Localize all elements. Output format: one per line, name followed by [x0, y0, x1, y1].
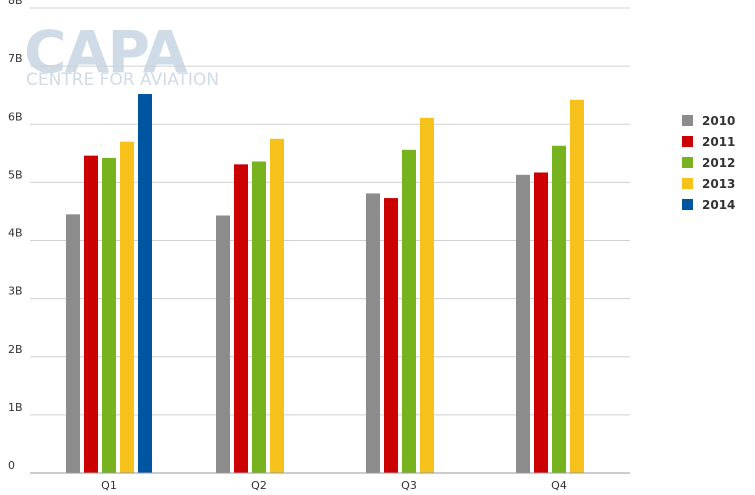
x-tick-label: Q2	[251, 479, 267, 492]
watermark-brand: CAPA	[24, 18, 188, 86]
y-tick-label: 8B	[8, 0, 23, 7]
bar-2011-Q1	[84, 155, 98, 473]
bar-2012-Q4	[552, 145, 566, 473]
y-tick-label: 2B	[8, 343, 23, 356]
bar-2012-Q2	[252, 161, 266, 473]
bar-2014-Q1	[138, 94, 152, 474]
legend-swatch-2013	[682, 178, 693, 189]
bar-2013-Q3	[420, 117, 434, 473]
y-tick-label: 3B	[8, 285, 23, 298]
y-axis: 0 1B 2B 3B 4B 5B 6B 7B 8B	[8, 0, 23, 472]
bar-2013-Q1	[120, 141, 134, 473]
legend-swatch-2014	[682, 199, 693, 210]
y-tick-label: 1B	[8, 401, 23, 414]
y-tick-label: 4B	[8, 227, 23, 240]
bars	[66, 94, 584, 474]
y-tick-label: 7B	[8, 52, 23, 65]
bar-2013-Q2	[270, 138, 284, 473]
bar-2010-Q4	[516, 174, 530, 473]
legend-label: 2014	[702, 198, 735, 212]
watermark-subtitle: CENTRE FOR AVIATION	[26, 70, 219, 90]
x-tick-label: Q3	[401, 479, 417, 492]
bar-2012-Q3	[402, 149, 416, 473]
x-tick-label: Q4	[551, 479, 567, 492]
x-axis: Q1 Q2 Q3 Q4	[30, 472, 630, 492]
bar-2012-Q1	[102, 157, 116, 473]
legend-label: 2013	[702, 177, 735, 191]
bar-2010-Q3	[366, 193, 380, 473]
bar-2013-Q4	[570, 99, 584, 474]
legend-swatch-2011	[682, 136, 693, 147]
legend-swatch-2012	[682, 157, 693, 168]
y-tick-label: 0	[8, 459, 15, 472]
bar-2011-Q4	[534, 172, 548, 473]
bar-2010-Q2	[216, 215, 230, 473]
legend-swatch-2010	[682, 115, 693, 126]
watermark: CAPA CENTRE FOR AVIATION	[24, 18, 219, 90]
x-tick-label: Q1	[101, 479, 117, 492]
legend-label: 2011	[702, 135, 735, 149]
bar-2010-Q1	[66, 214, 80, 473]
y-tick-label: 6B	[8, 110, 23, 123]
legend: 2010 2011 2012 2013 2014	[682, 114, 735, 212]
y-tick-label: 5B	[8, 168, 23, 181]
legend-label: 2010	[702, 114, 735, 128]
bar-2011-Q2	[234, 164, 248, 473]
bar-2011-Q3	[384, 198, 398, 473]
legend-label: 2012	[702, 156, 735, 170]
